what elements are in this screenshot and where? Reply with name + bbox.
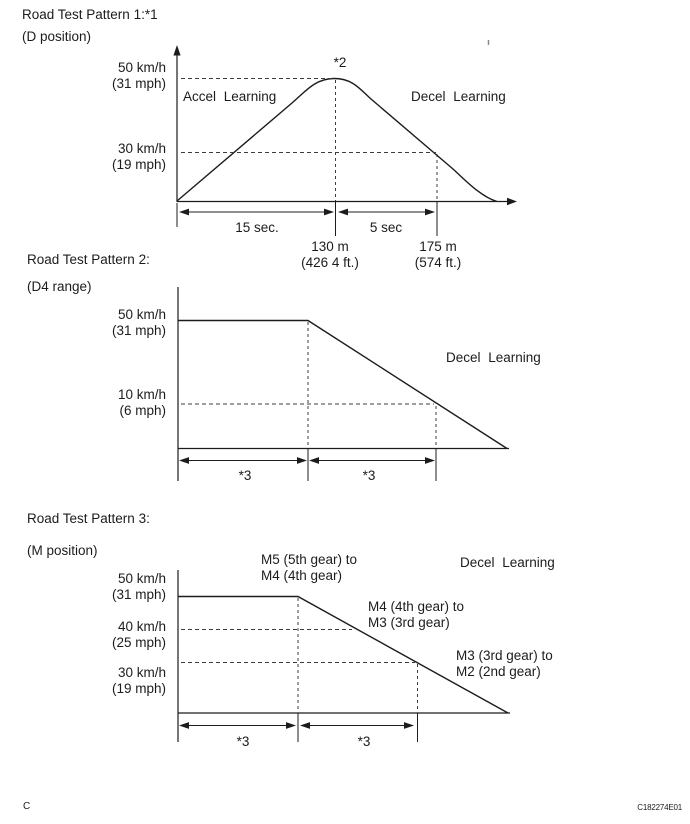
c1-ytick-30-mph: (19 mph)	[111, 156, 166, 172]
c1-accel-label: Accel Learning	[183, 89, 277, 104]
c3-shift1: M5 (5th gear) to M4 (4th gear)	[261, 552, 357, 583]
c2-measure-seg1-left-arrow-icon	[179, 457, 189, 464]
c3-ytick-40: 40 km/h (25 mph)	[89, 619, 166, 650]
c1-decel-label: Decel Learning	[411, 89, 506, 104]
c2-measure-seg2-left-arrow-icon	[309, 457, 319, 464]
c1-measure-5sec-left-arrow-icon	[338, 208, 348, 216]
footer-figure-code: C182274E01	[637, 803, 682, 812]
c3-ytick-30-kmh: 30 km/h	[117, 665, 166, 680]
c3-ytick-50-mph: (31 mph)	[111, 586, 166, 602]
c1-ytick-50-kmh: 50 km/h	[117, 60, 166, 75]
c2-ytick-50-mph: (31 mph)	[111, 322, 166, 338]
c2-seg1-label: *3	[238, 468, 252, 483]
c1-measure-15sec-right-arrow-icon	[324, 208, 334, 216]
c3-measure-seg1-left-arrow-icon	[179, 722, 189, 729]
c1-ytick-50: 50 km/h (31 mph)	[89, 60, 166, 91]
c3-shift3: M3 (3rd gear) to M2 (2nd gear)	[456, 648, 553, 679]
chart1-plot	[173, 40, 517, 236]
chart3-plot	[177, 570, 510, 742]
c1-dist2: 175 m (574 ft.)	[398, 239, 478, 271]
c1-measure-5sec-right-arrow-icon	[425, 208, 435, 216]
c2-decel-label: Decel Learning	[446, 350, 541, 365]
c2-measure-seg2-right-arrow-icon	[425, 457, 435, 464]
c1-dist2-ft: (574 ft.)	[414, 255, 462, 270]
c3-seg1-label: *3	[236, 734, 250, 749]
chart1-title: Road Test Pattern 1:*1	[22, 7, 158, 22]
c3-shift2: M4 (4th gear) to M3 (3rd gear)	[368, 599, 464, 630]
c2-ytick-10-kmh: 10 km/h	[117, 387, 166, 402]
c1-seg2-label: 5 sec	[369, 220, 403, 235]
c1-x-axis-arrow-icon	[507, 197, 517, 206]
c3-shift1-line1: M5 (5th gear) to	[261, 552, 358, 567]
chart3-title: Road Test Pattern 3:	[27, 511, 150, 526]
c3-ytick-40-kmh: 40 km/h	[117, 619, 166, 634]
c1-dist2-m: 175 m	[419, 239, 457, 254]
chart1-subtitle: (D position)	[22, 29, 92, 44]
c1-dist1: 130 m (426 4 ft.)	[290, 239, 370, 271]
c1-measure-15sec-left-arrow-icon	[179, 208, 189, 216]
c2-speed-curve	[178, 319, 508, 450]
c3-ytick-30: 30 km/h (19 mph)	[89, 665, 166, 696]
c3-ytick-50-kmh: 50 km/h	[117, 571, 166, 586]
c1-speed-curve	[176, 77, 498, 203]
c2-measure-seg1-right-arrow-icon	[297, 457, 307, 464]
c1-dist1-m: 130 m	[311, 239, 349, 254]
c1-seg1-label: 15 sec.	[235, 220, 279, 235]
c1-dist1-ft: (426 4 ft.)	[301, 255, 359, 270]
chart2-plot	[177, 287, 509, 481]
chart2-title: Road Test Pattern 2:	[27, 252, 150, 267]
c2-ytick-50: 50 km/h (31 mph)	[89, 307, 166, 338]
footer-page-mark: C	[23, 801, 31, 812]
c2-ytick-50-kmh: 50 km/h	[117, 307, 166, 322]
chart2-subtitle: (D4 range)	[27, 279, 92, 294]
c3-shift2-line2: M3 (3rd gear)	[368, 614, 450, 630]
c3-speed-curve	[178, 595, 509, 714]
c1-ytick-30: 30 km/h (19 mph)	[89, 141, 166, 172]
c1-y-axis-arrow-icon	[173, 45, 181, 56]
c1-peak-note: *2	[333, 55, 347, 70]
c3-shift3-line1: M3 (3rd gear) to	[456, 648, 553, 663]
c3-shift1-line2: M4 (4th gear)	[261, 567, 343, 583]
c3-seg2-label: *3	[357, 734, 371, 749]
c3-ytick-40-mph: (25 mph)	[111, 634, 166, 650]
c2-ytick-10-mph: (6 mph)	[119, 402, 166, 418]
c3-decel-label: Decel Learning	[460, 555, 555, 570]
c3-shift3-line2: M2 (2nd gear)	[456, 663, 541, 679]
c3-measure-seg2-right-arrow-icon	[404, 722, 414, 729]
c2-ytick-10: 10 km/h (6 mph)	[89, 387, 166, 418]
c3-ytick-50: 50 km/h (31 mph)	[89, 571, 166, 602]
c1-ytick-30-kmh: 30 km/h	[117, 141, 166, 156]
c3-measure-seg2-left-arrow-icon	[300, 722, 310, 729]
c3-measure-seg1-right-arrow-icon	[286, 722, 296, 729]
c3-shift2-line1: M4 (4th gear) to	[368, 599, 465, 614]
c2-seg2-label: *3	[362, 468, 376, 483]
c1-ytick-50-mph: (31 mph)	[111, 75, 166, 91]
chart3-subtitle: (M position)	[27, 543, 98, 558]
c3-ytick-30-mph: (19 mph)	[111, 680, 166, 696]
